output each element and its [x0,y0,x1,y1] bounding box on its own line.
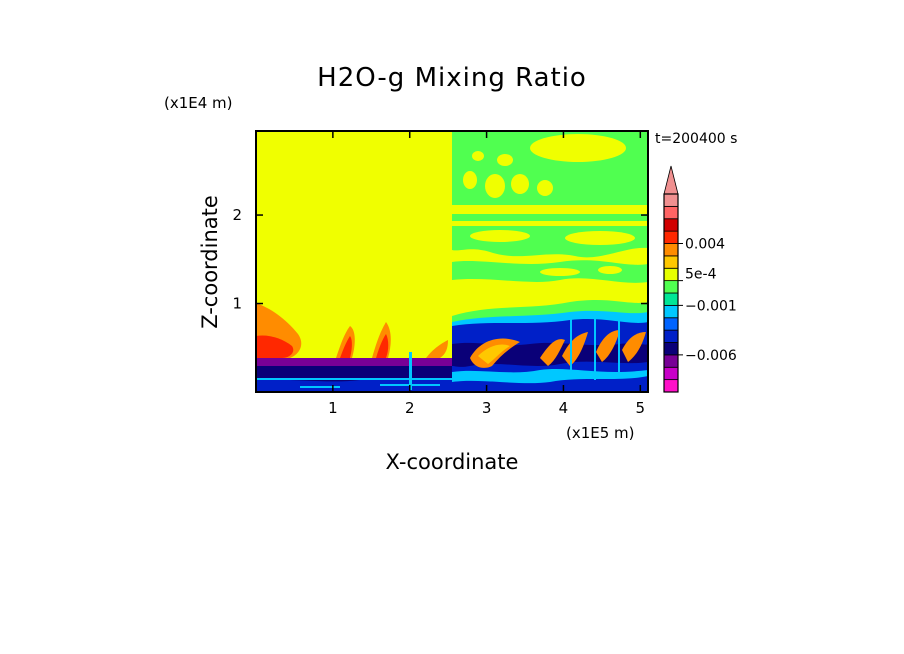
right-plumes [470,316,646,380]
colorbar-segment [663,366,679,381]
colorbar-label: −0.001 [685,298,737,314]
x-ticks: 1 2 3 4 5 [328,131,645,417]
region-right-bottom-cyan [452,369,648,384]
colorbar-segment [663,205,679,220]
x-tick-label: 1 [328,399,338,417]
colorbar-segment [663,329,679,343]
region-left-purple-band [256,358,452,368]
colorbar-segment [663,280,679,294]
x-tick-label: 2 [405,399,415,417]
colorbar-segment [663,317,679,331]
colorbar-segment [663,342,679,356]
colorbar: 0.004 5e-4 −0.001 −0.006 [663,165,737,393]
time-label: t=200400 s [655,131,737,147]
x-tick-label: 4 [559,399,569,417]
colorbar-segment [663,193,679,207]
colorbar-segment [663,304,679,319]
region-left-red-core [256,335,294,358]
colorbar-segment [663,243,679,257]
x-tick-label: 5 [636,399,646,417]
yellow-blobs-upper [452,134,648,276]
heatmap-field [256,131,648,392]
green-streaks [452,199,648,230]
x-tick-label: 3 [482,399,492,417]
colorbar-segment [663,292,679,306]
colorbar-segment [663,218,679,232]
y-axis-label: Z-coordinate [198,195,222,329]
y-scale-label: (x1E4 m) [164,94,233,112]
left-plumes [336,322,448,358]
plot-frame [255,130,649,393]
x-axis-label: X-coordinate [386,450,519,474]
colorbar-segment [663,354,679,368]
colorbar-frame [663,193,679,393]
y-ticks: 12 [232,206,648,313]
colorbar-label: −0.006 [685,348,737,364]
colorbar-extend-arrow [663,165,679,195]
y-tick-label: 1 [232,295,242,313]
region-left-blue-bottom [256,378,452,392]
colorbar-label: 5e-4 [685,267,717,283]
chart-title: H2O-g Mixing Ratio [317,63,587,93]
colorbar-label: 0.004 [685,237,725,253]
colorbar-segment [663,379,679,393]
colorbar-segment [663,255,679,269]
colorbar-segment [663,230,679,244]
colorbar-segment [663,267,679,282]
y-tick-label: 2 [232,206,242,224]
x-scale-label: (x1E5 m) [566,424,635,442]
